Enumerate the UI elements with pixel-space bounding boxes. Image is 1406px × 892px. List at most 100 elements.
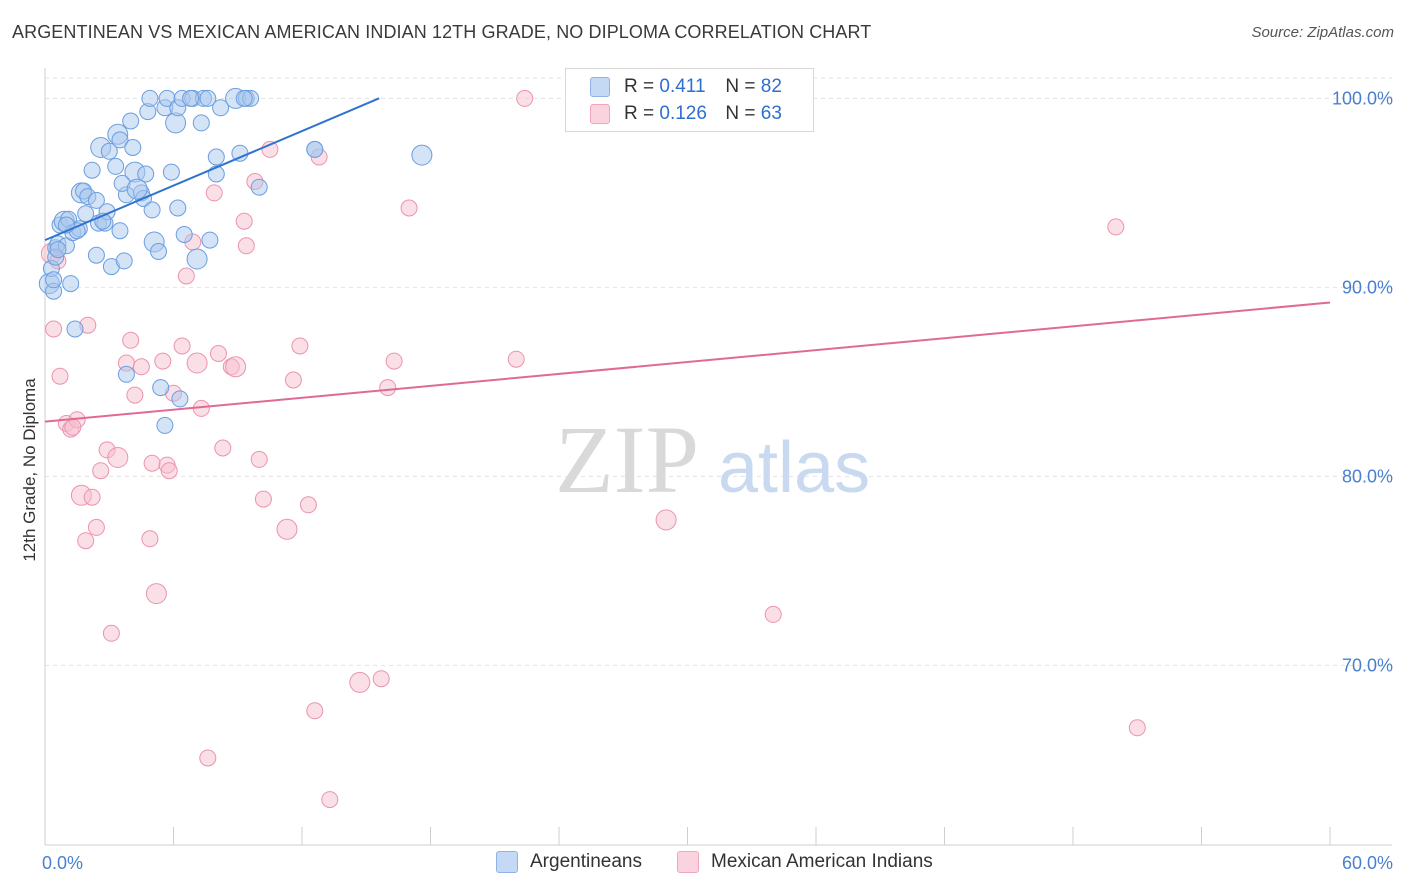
scatter-point bbox=[111, 131, 129, 149]
scatter-point bbox=[250, 178, 268, 196]
legend-n-value: 63 bbox=[760, 103, 782, 124]
scatter-point bbox=[225, 356, 247, 378]
scatter-point bbox=[212, 99, 230, 117]
scatter-point bbox=[349, 671, 371, 693]
bottom-legend-mexican-american-indians: Mexican American Indians bbox=[677, 851, 933, 873]
scatter-point bbox=[77, 205, 95, 223]
scatter-point bbox=[321, 791, 339, 809]
scatter-point bbox=[132, 358, 150, 376]
scatter-point bbox=[45, 271, 63, 289]
scatter-point bbox=[291, 337, 309, 355]
scatter-point bbox=[87, 518, 105, 536]
scatter-point bbox=[379, 379, 397, 397]
scatter-point bbox=[141, 530, 159, 548]
scatter-point bbox=[143, 454, 161, 472]
scatter-point bbox=[107, 447, 129, 468]
scatter-point bbox=[107, 157, 125, 175]
legend-row-argentineans: R = 0.411 N = 82 bbox=[590, 75, 782, 99]
scatter-point bbox=[162, 163, 180, 181]
scatter-point bbox=[192, 114, 210, 132]
scatter-point bbox=[145, 583, 167, 605]
scatter-point bbox=[77, 532, 95, 550]
scatter-point bbox=[49, 241, 67, 259]
bottom-legend-label: Argentineans bbox=[530, 851, 642, 872]
scatter-point bbox=[150, 243, 167, 260]
legend-n-label: N = bbox=[725, 76, 756, 97]
scatter-point bbox=[199, 89, 217, 107]
scatter-point bbox=[126, 386, 144, 404]
y-tick-label: 100.0% bbox=[1332, 88, 1393, 108]
stats-legend: R = 0.411 N = 82 R = 0.126 N = 63 bbox=[565, 68, 814, 132]
y-tick-label: 70.0% bbox=[1342, 655, 1393, 675]
scatter-point bbox=[385, 352, 403, 370]
scatter-point bbox=[1128, 719, 1146, 737]
scatter-point bbox=[160, 462, 178, 480]
y-tick-label: 80.0% bbox=[1342, 466, 1393, 486]
scatter-point bbox=[201, 231, 219, 249]
scatter-point bbox=[122, 331, 140, 349]
scatter-point bbox=[214, 439, 232, 457]
scatter-point bbox=[45, 320, 63, 338]
legend-n-value: 82 bbox=[760, 76, 782, 97]
scatter-point bbox=[306, 140, 324, 158]
trend-line-mexican-american-indians bbox=[44, 301, 1331, 423]
scatter-point bbox=[169, 199, 187, 217]
scatter-point bbox=[284, 371, 302, 389]
scatter-point bbox=[235, 89, 253, 107]
scatter-point bbox=[507, 350, 525, 368]
scatter-point bbox=[299, 496, 317, 514]
axes bbox=[44, 68, 1392, 846]
legend-row-mexican-american-indians: R = 0.126 N = 63 bbox=[590, 102, 782, 126]
watermark-zip: ZIP bbox=[555, 406, 699, 513]
bottom-legend-label: Mexican American Indians bbox=[711, 851, 933, 872]
legend-swatch-pink bbox=[590, 104, 610, 124]
scatter-point bbox=[51, 367, 69, 385]
scatter-point bbox=[655, 509, 677, 531]
scatter-point bbox=[115, 252, 133, 270]
scatter-point bbox=[173, 337, 191, 355]
bottom-legend-argentineans: Argentineans bbox=[496, 851, 642, 873]
scatter-point bbox=[411, 144, 433, 166]
scatter-point bbox=[254, 490, 272, 508]
scatter-point bbox=[186, 352, 208, 374]
scatter-point bbox=[83, 161, 101, 179]
tick-labels: 70.0% 80.0% 90.0% 100.0% 0.0% 60.0% bbox=[42, 88, 1393, 873]
scatter-point bbox=[102, 624, 120, 642]
scatter-point bbox=[137, 165, 155, 183]
scatter-point bbox=[306, 702, 324, 720]
x-tick-label: 0.0% bbox=[42, 853, 83, 873]
scatter-point bbox=[156, 416, 174, 434]
scatter-point bbox=[83, 488, 101, 506]
scatter-point bbox=[372, 670, 390, 688]
scatter-point bbox=[250, 450, 268, 468]
source-attribution: Source: ZipAtlas.com bbox=[1251, 24, 1394, 41]
scatter-point bbox=[516, 89, 534, 107]
scatter-point bbox=[87, 246, 105, 264]
scatter-point bbox=[237, 237, 255, 255]
trend-line-argentineans bbox=[44, 97, 380, 242]
legend-n-label: N = bbox=[725, 103, 756, 124]
grid-lines bbox=[45, 77, 1392, 666]
y-tick-label: 90.0% bbox=[1342, 277, 1393, 297]
scatter-point bbox=[66, 320, 84, 338]
scatter-point bbox=[400, 199, 418, 217]
scatter-point bbox=[100, 142, 118, 160]
scatter-point bbox=[205, 184, 223, 202]
scatter-point bbox=[124, 139, 142, 156]
series-argentineans bbox=[38, 87, 433, 434]
scatter-point bbox=[152, 379, 170, 397]
scatter-point bbox=[199, 749, 217, 767]
legend-r-value: 0.126 bbox=[659, 103, 707, 124]
scatter-point bbox=[122, 112, 140, 130]
scatter-point bbox=[207, 148, 225, 166]
watermark: ZIP atlas bbox=[555, 406, 870, 513]
scatter-point bbox=[87, 191, 105, 209]
scatter-point bbox=[126, 178, 148, 200]
legend-swatch-blue bbox=[590, 77, 610, 97]
trend-lines bbox=[44, 97, 1331, 423]
scatter-point bbox=[764, 605, 782, 623]
scatter-point bbox=[177, 267, 195, 285]
scatter-point bbox=[1107, 218, 1125, 236]
legend-r-value: 0.411 bbox=[659, 76, 706, 97]
